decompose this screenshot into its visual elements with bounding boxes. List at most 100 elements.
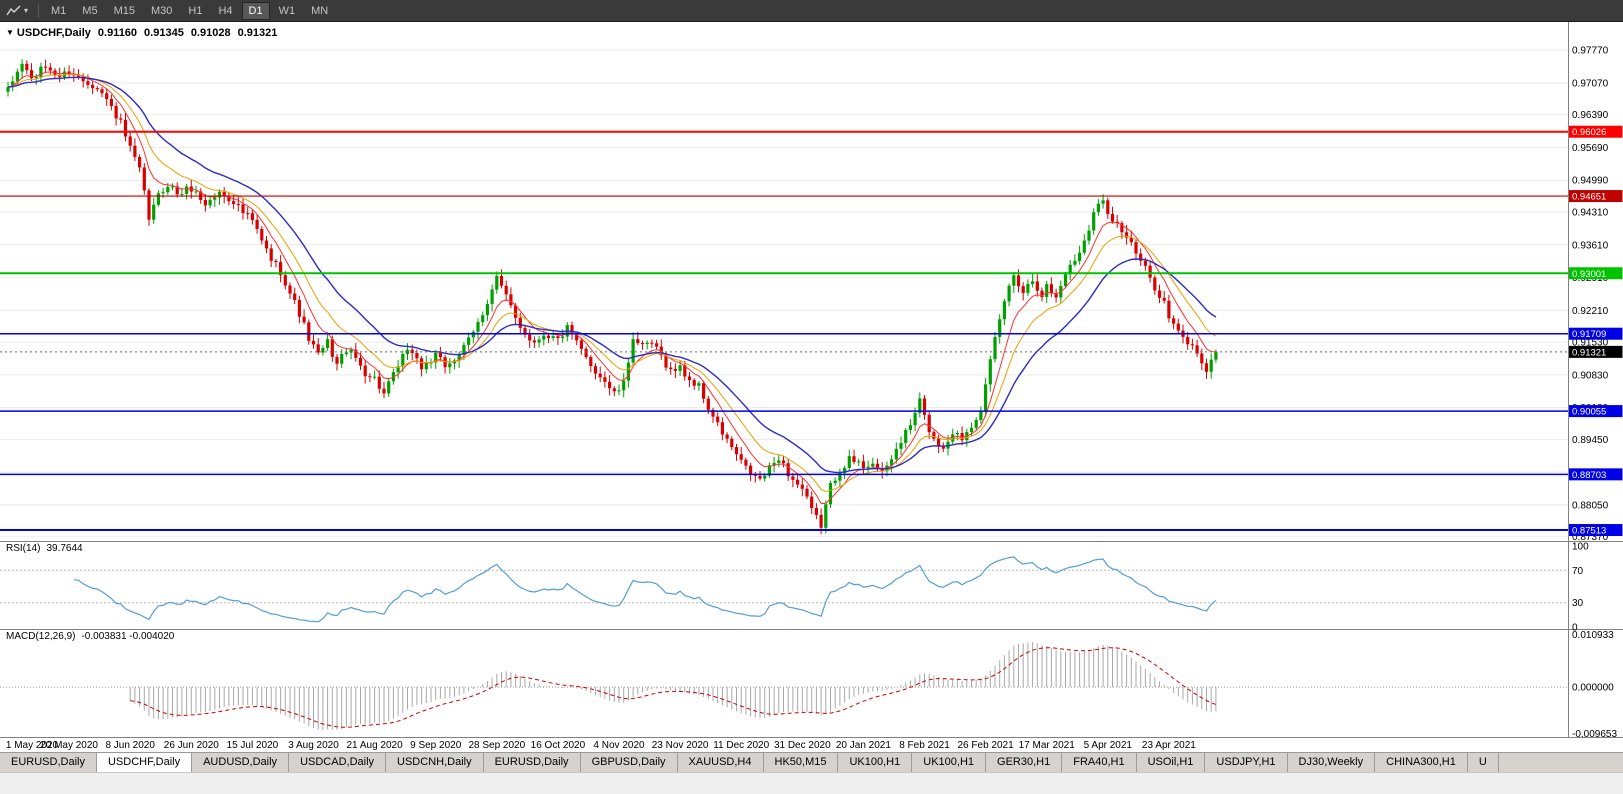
symbol-dropdown-icon[interactable]: ▼ — [6, 28, 14, 37]
chart-tab-usdjpy-h1[interactable]: USDJPY,H1 — [1205, 753, 1288, 772]
timeframe-button-d1[interactable]: D1 — [241, 1, 270, 20]
svg-text:0.91321: 0.91321 — [1572, 347, 1606, 358]
chart-tab-hk50-m15[interactable]: HK50,M15 — [763, 753, 839, 772]
timeframe-button-h4[interactable]: H4 — [218, 4, 233, 17]
last-price-badge — [1568, 345, 1623, 358]
date-tick-label: 1 May 2020 — [6, 740, 59, 751]
date-tick-label: 20 Jan 2021 — [836, 740, 891, 751]
chart-symbol-label: USDCHF,Daily — [16, 27, 91, 39]
timeframe-button-w1[interactable]: W1 — [278, 4, 296, 17]
price-tick-label: 0.94310 — [1572, 208, 1609, 219]
chart-tab-u[interactable]: U — [1467, 753, 1499, 772]
date-tick-label: 11 Dec 2020 — [713, 740, 769, 751]
candlesticks — [6, 59, 1218, 534]
line-chart-icon — [6, 4, 21, 15]
chart-region: 0.97770 0.97070 0.96390 0.95690 0.94990 0.943… — [0, 22, 1623, 752]
chart-title: ▼ USDCHF,Daily 0.91160 0.91345 0.91028 0.9132… — [6, 27, 277, 39]
chart-tab-audusd-daily[interactable]: AUDUSD,Daily — [192, 753, 290, 772]
price-tick-label: 0.88050 — [1572, 500, 1609, 511]
date-tick-label: 5 Apr 2021 — [1084, 740, 1133, 751]
date-tick-label: 15 Jul 2020 — [227, 740, 279, 751]
price-tick-label: 0.95690 — [1572, 143, 1609, 154]
svg-text:0.91709: 0.91709 — [1572, 329, 1606, 340]
timeframe-button-m15[interactable]: M15 — [113, 4, 135, 17]
rsi-tick-label: 100 — [1572, 542, 1589, 553]
hline-price-badge — [1568, 125, 1623, 138]
moving-average-13 — [7, 74, 1217, 493]
date-tick-label: 23 Apr 2021 — [1142, 740, 1196, 751]
rsi-tick-label: 30 — [1572, 598, 1584, 609]
price-tick-label: 0.90830 — [1572, 370, 1609, 381]
macd-tick-label: 0.010933 — [1572, 630, 1614, 641]
date-tick-label: 21 Aug 2020 — [347, 740, 404, 751]
timeframe-button-m5[interactable]: M5 — [82, 4, 98, 17]
date-tick-label: 26 Jun 2020 — [164, 740, 219, 751]
timeframe-button-m30[interactable]: M30 — [150, 4, 173, 17]
timeframe-toolbar: ▾ M1 M5 M15 M30 H1 H4 D1 W1 MN — [0, 0, 1623, 22]
axis-badges: 0.96026 0.94651 0.93001 0.91709 0.90055 0.887… — [1568, 125, 1623, 537]
macd-signal-line — [130, 647, 1217, 728]
svg-text:0.90055: 0.90055 — [1572, 407, 1606, 418]
timeframe-button-m1[interactable]: M1 — [51, 4, 67, 17]
ohlc-low: 0.91028 — [190, 27, 231, 39]
macd-pane[interactable]: 0.010933 0.000000 -0.009653 — [0, 630, 1617, 740]
chart-tab-fra40-h1[interactable]: FRA40,H1 — [1062, 753, 1137, 772]
horizontal-lines[interactable] — [0, 130, 1568, 532]
chart-tab-dj30-weekly[interactable]: DJ30,Weekly — [1287, 753, 1376, 772]
chart-tab-ger30-h1[interactable]: GER30,H1 — [986, 753, 1063, 772]
timeframe-button-mn[interactable]: MN — [311, 4, 329, 17]
chart-tab-usoil-h1[interactable]: USOil,H1 — [1136, 753, 1206, 772]
date-tick-label: 28 Sep 2020 — [468, 740, 525, 751]
rsi-value: 39.7644 — [46, 543, 83, 554]
svg-text:0.94651: 0.94651 — [1572, 192, 1606, 203]
svg-text:0.96026: 0.96026 — [1572, 127, 1606, 138]
chart-tab-eurusd-daily[interactable]: EURUSD,Daily — [0, 753, 97, 772]
chart-type-icon[interactable]: ▾ — [0, 0, 34, 22]
chart-tab-usdchf-daily[interactable]: USDCHF,Daily — [96, 753, 193, 772]
chart-tab-usdcad-daily[interactable]: USDCAD,Daily — [289, 753, 387, 772]
moving-average-7 — [7, 71, 1216, 505]
price-grid: 0.97770 0.97070 0.96390 0.95690 0.94990 0.943… — [0, 46, 1609, 543]
date-tick-label: 4 Nov 2020 — [593, 740, 645, 751]
chart-tab-eurusd-daily[interactable]: EURUSD,Daily — [483, 753, 581, 772]
rsi-tick-label: 70 — [1572, 566, 1584, 577]
hline-price-badge — [1568, 267, 1623, 280]
toolbar-separator — [38, 3, 39, 18]
ohlc-high: 0.91345 — [144, 27, 184, 39]
chart-tab-bar: EURUSD,Daily USDCHF,Daily AUDUSD,Daily USDC… — [0, 752, 1623, 772]
chart-tab-gbpusd-daily[interactable]: GBPUSD,Daily — [580, 753, 678, 772]
rsi-tick-label: 0 — [1572, 623, 1578, 634]
macd-indicator-label: MACD(12,26,9) -0.003831 -0.004020 — [6, 631, 175, 642]
timeframe-button-h1[interactable]: H1 — [188, 4, 203, 17]
price-chart-canvas[interactable]: 0.97770 0.97070 0.96390 0.95690 0.94990 0.943… — [0, 22, 1623, 752]
chart-tab-china300-h1[interactable]: CHINA300,H1 — [1375, 753, 1468, 772]
date-tick-label: 31 Dec 2020 — [774, 740, 831, 751]
svg-text:0.93001: 0.93001 — [1572, 269, 1606, 280]
chart-tab-uk100-h1[interactable]: UK100,H1 — [912, 753, 987, 772]
price-tick-label: 0.87370 — [1572, 532, 1609, 543]
svg-text:0.88703: 0.88703 — [1572, 470, 1606, 481]
hline-price-badge — [1568, 327, 1623, 340]
date-tick-label: 9 Sep 2020 — [410, 740, 462, 751]
chart-tab-uk100-h1[interactable]: UK100,H1 — [838, 753, 913, 772]
chart-tab-usdcnh-daily[interactable]: USDCNH,Daily — [386, 753, 484, 772]
macd-values: -0.003831 -0.004020 — [81, 631, 175, 642]
status-strip — [0, 772, 1623, 794]
price-tick-label: 0.91530 — [1572, 338, 1609, 349]
rsi-pane[interactable]: 100 70 30 0 — [0, 542, 1589, 634]
svg-text:0.87513: 0.87513 — [1572, 526, 1606, 537]
price-tick-label: 0.96390 — [1572, 110, 1609, 121]
chart-tab-xauusd-h4[interactable]: XAUUSD,H4 — [677, 753, 764, 772]
price-tick-label: 0.92210 — [1572, 306, 1609, 317]
price-tick-label: 0.97770 — [1572, 46, 1609, 57]
rsi-indicator-label: RSI(14) 39.7644 — [6, 543, 83, 554]
date-tick-label: 20 May 2020 — [40, 740, 98, 751]
price-tick-label: 0.97070 — [1572, 78, 1609, 89]
hline-price-badge — [1568, 405, 1623, 418]
moving-average-24 — [7, 76, 1217, 474]
price-tick-label: 0.93610 — [1572, 240, 1609, 251]
date-tick-label: 26 Feb 2021 — [958, 740, 1015, 751]
hline-price-badge — [1568, 524, 1623, 537]
